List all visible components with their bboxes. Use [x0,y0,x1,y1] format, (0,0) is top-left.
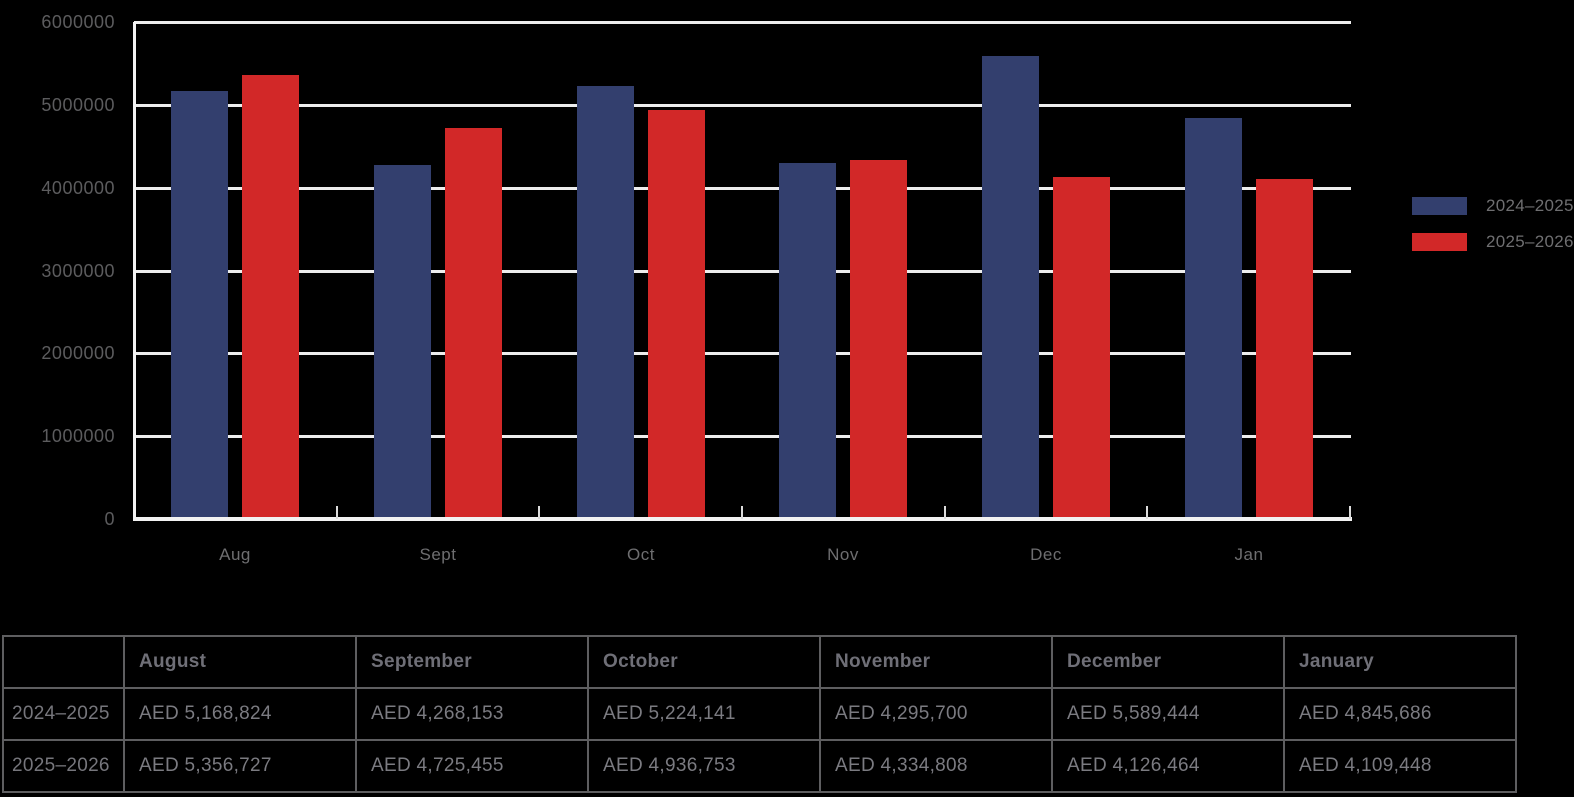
y-gridline [134,352,1351,356]
y-axis-line [133,22,136,521]
bar-2024–2025-Aug [171,91,228,519]
x-axis-tick [1146,506,1148,519]
bar-2025–2026-Dec [1053,177,1110,519]
legend-label-2024-2025: 2024–2025 [1486,196,1574,215]
table-row: 2024–2025 AED 5,168,824 AED 4,268,153 AE… [2,687,1517,741]
y-axis-label: 1000000 [41,426,115,446]
column-header-january: January [1283,635,1517,689]
x-axis-label-nov: Nov [827,545,859,564]
column-header-august: August [123,635,357,689]
y-axis-label: 5000000 [41,95,115,115]
x-axis-tick [336,506,338,519]
table-cell: AED 5,224,141 [587,687,821,741]
bar-2024–2025-Oct [577,86,634,519]
y-axis-label: 3000000 [41,261,115,281]
column-header-december: December [1051,635,1285,689]
x-axis-label-aug: Aug [219,545,251,564]
table-corner-cell [2,635,125,689]
x-axis-tick [538,506,540,519]
bar-2024–2025-Sept [374,165,431,519]
table-cell: AED 4,109,448 [1283,739,1517,793]
x-axis-tick [944,506,946,519]
table-cell: AED 4,845,686 [1283,687,1517,741]
table-cell: AED 4,936,753 [587,739,821,793]
column-header-september: September [355,635,589,689]
table-cell: AED 4,334,808 [819,739,1053,793]
y-gridline [134,21,1351,24]
y-axis-label: 4000000 [41,178,115,198]
x-axis-label-sept: Sept [419,545,457,564]
column-header-november: November [819,635,1053,689]
table-cell: AED 5,168,824 [123,687,357,741]
bar-2025–2026-Sept [445,128,502,519]
bar-2025–2026-Aug [242,75,299,519]
table-row: 2025–2026 AED 5,356,727 AED 4,725,455 AE… [2,739,1517,793]
bar-2024–2025-Nov [779,163,836,519]
bar-2024–2025-Dec [982,56,1039,519]
bar-2025–2026-Oct [648,110,705,519]
x-axis-label-jan: Jan [1234,545,1264,564]
table-cell: AED 4,126,464 [1051,739,1285,793]
x-axis-tick [741,506,743,519]
table-cell: AED 5,356,727 [123,739,357,793]
row-label-2024-2025: 2024–2025 [2,687,125,741]
y-axis-label: 0 [104,509,115,529]
x-axis-tick [1349,506,1351,519]
y-gridline [134,269,1351,273]
y-gridline [134,186,1351,190]
bar-2024–2025-Jan [1185,118,1242,519]
x-axis-label-dec: Dec [1030,545,1062,564]
chart-legend: 2024–2025 2025–2026 [1412,196,1574,269]
row-label-2025-2026: 2025–2026 [2,739,125,793]
y-gridline [134,103,1351,107]
legend-swatch-2025-2026 [1412,233,1467,251]
column-header-october: October [587,635,821,689]
legend-label-2025-2026: 2025–2026 [1486,232,1574,251]
y-gridline [134,435,1351,439]
monthly-values-table: August September October November Decemb… [2,635,1517,793]
bar-chart: 6000000 5000000 4000000 3000000 2000000 10000… [41,12,1352,564]
table-cell: AED 4,725,455 [355,739,589,793]
table-header-row: August September October November Decemb… [2,635,1517,689]
x-axis-label-oct: Oct [627,545,655,564]
table-cell: AED 5,589,444 [1051,687,1285,741]
table-cell: AED 4,268,153 [355,687,589,741]
legend-item-2024-2025[interactable]: 2024–2025 [1412,196,1574,215]
bar-2025–2026-Nov [850,160,907,519]
table-cell: AED 4,295,700 [819,687,1053,741]
legend-swatch-2024-2025 [1412,197,1467,215]
bar-2025–2026-Jan [1256,179,1313,519]
x-axis-line [133,517,1352,521]
y-axis-label: 2000000 [41,343,115,363]
y-axis-label: 6000000 [41,12,115,32]
legend-item-2025-2026[interactable]: 2025–2026 [1412,232,1574,251]
